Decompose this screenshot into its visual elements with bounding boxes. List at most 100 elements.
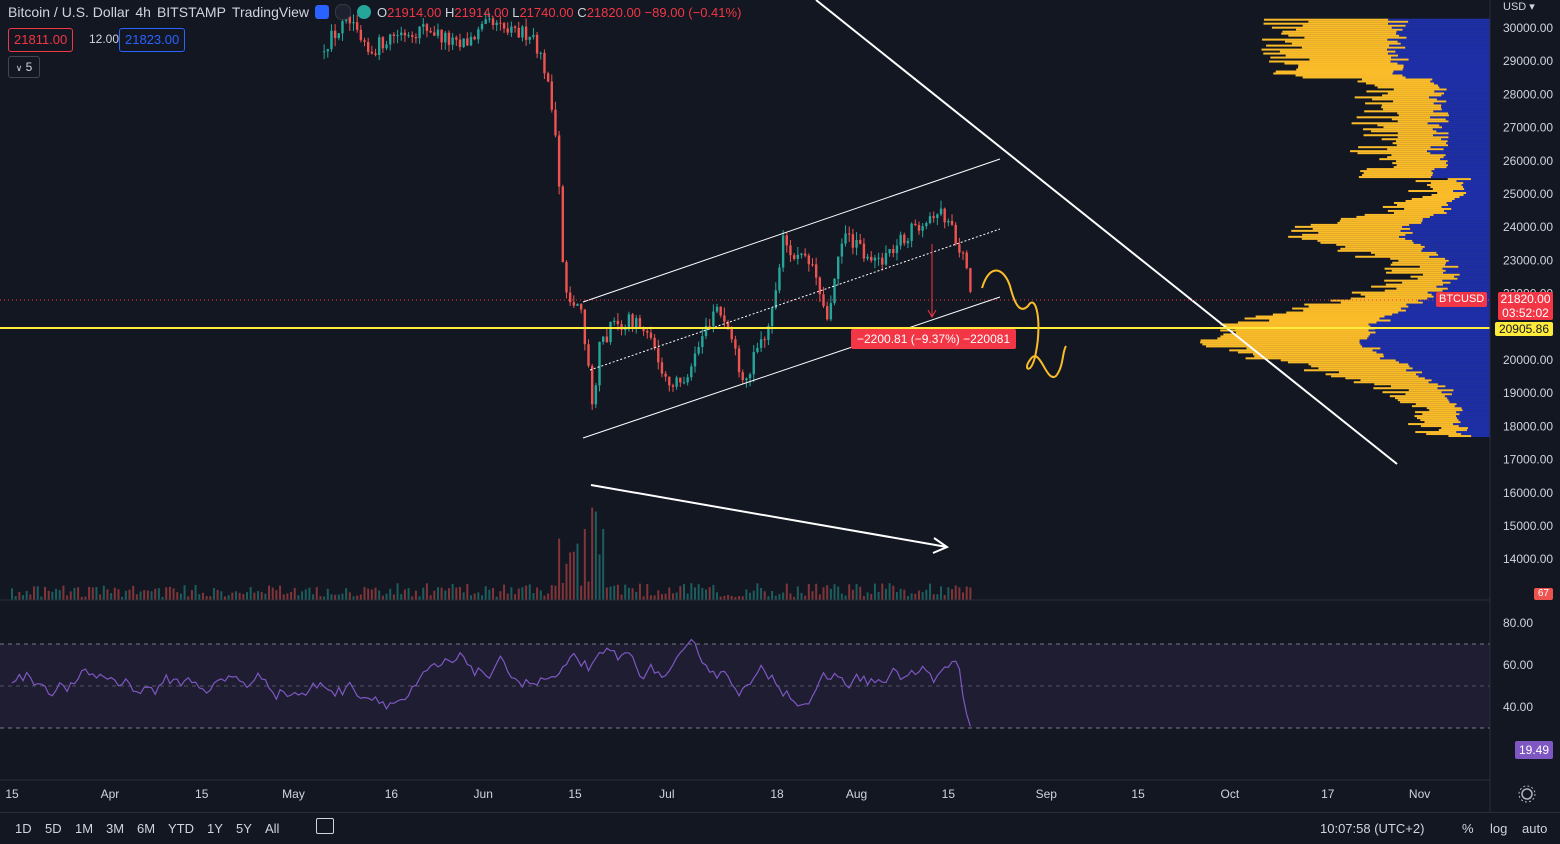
volume-bar — [22, 595, 25, 600]
volume-profile-row — [1301, 46, 1406, 49]
volume-profile-row — [1387, 92, 1444, 95]
range-3m-button[interactable]: 3M — [106, 821, 125, 836]
range-5y-button[interactable]: 5Y — [236, 821, 252, 836]
volume-bar — [47, 590, 50, 600]
volume-profile-row — [1205, 345, 1363, 348]
price-tick-label: 28000.00 — [1503, 87, 1553, 101]
volume-profile-row — [1443, 271, 1490, 274]
candle-body — [888, 249, 891, 254]
candle-body — [385, 44, 388, 49]
candle-body — [697, 347, 700, 354]
symbol-name[interactable]: Bitcoin / U.S. Dollar — [8, 4, 130, 20]
volume-profile-row — [1410, 275, 1455, 278]
flag-icon[interactable] — [314, 5, 329, 19]
range-1m-button[interactable]: 1M — [75, 821, 94, 836]
volume-bar — [862, 595, 865, 600]
volume-profile-row — [1405, 199, 1452, 202]
volume-profile-row — [1429, 116, 1490, 119]
interval-label[interactable]: 4h — [135, 4, 151, 20]
candle-body — [535, 34, 539, 54]
volume-profile-row — [1365, 102, 1434, 105]
volume-bar — [135, 594, 138, 600]
candle-body — [370, 51, 374, 54]
volume-profile-row — [1363, 134, 1434, 137]
candle-body — [881, 257, 884, 265]
volume-profile-row — [1436, 285, 1490, 288]
volume-bar — [719, 596, 722, 600]
volume-profile-row — [1453, 389, 1490, 392]
channel-upper-line[interactable] — [582, 158, 1001, 303]
price-tick-label: 16000.00 — [1503, 486, 1553, 500]
volume-profile-row — [1363, 172, 1434, 175]
volume-profile-row — [1396, 140, 1448, 143]
volume-bar — [727, 594, 730, 600]
volume-profile-row — [1356, 215, 1430, 218]
price-tick-label: 30000.00 — [1503, 21, 1553, 35]
volume-bar — [822, 587, 825, 600]
volume-profile-row — [1390, 263, 1446, 266]
volume-profile-row — [1440, 158, 1490, 161]
range-6m-button[interactable]: 6M — [137, 821, 156, 836]
volume-profile-row — [1446, 201, 1490, 204]
currency-selector[interactable]: USD ▾ — [1503, 0, 1535, 13]
auto-scale-button[interactable]: auto — [1522, 821, 1548, 836]
sell-button[interactable]: 21811.00 — [8, 28, 74, 52]
downtrend-line[interactable] — [815, 0, 1398, 465]
volume-bar — [323, 596, 326, 600]
volume-profile-row — [1431, 194, 1464, 196]
projected-path-scribble[interactable] — [981, 269, 1067, 379]
candle-body — [649, 332, 653, 338]
volume-profile-row — [1386, 271, 1444, 274]
market-status-icon[interactable] — [356, 5, 371, 19]
volume-profile-row — [1405, 233, 1490, 236]
volume-bar — [356, 595, 359, 600]
volume-divergence-arrow[interactable] — [590, 484, 948, 548]
volume-profile-row — [1393, 100, 1447, 103]
volume-profile-row — [1269, 319, 1391, 322]
candle-body — [381, 37, 385, 49]
volume-profile-row — [1380, 357, 1490, 360]
range-1d-button[interactable]: 1D — [15, 821, 32, 836]
volume-profile-row — [1403, 66, 1490, 69]
volume-profile-row — [1308, 20, 1409, 23]
log-scale-button[interactable]: log — [1490, 821, 1508, 836]
volume-profile-row — [1351, 291, 1428, 294]
range-5d-button[interactable]: 5D — [45, 821, 62, 836]
channel-lower-line[interactable] — [582, 296, 1001, 439]
buy-button[interactable]: 21823.00 — [119, 28, 186, 52]
percent-scale-button[interactable]: % — [1462, 821, 1474, 836]
candle-body — [473, 36, 476, 40]
volume-bar — [804, 595, 807, 600]
range-1y-button[interactable]: 1Y — [207, 821, 223, 836]
volume-tag: 67 — [1533, 588, 1553, 600]
volume-bar — [319, 596, 322, 600]
indicators-collapse-button[interactable]: ∨ 5 — [8, 56, 40, 78]
range-all-button[interactable]: All — [265, 821, 280, 836]
volume-profile-row — [1430, 182, 1464, 185]
candle-body — [763, 339, 766, 341]
volume-profile-row — [1340, 247, 1423, 250]
volume-bar — [458, 586, 461, 600]
volume-profile-row — [1388, 18, 1490, 21]
volume-bar — [884, 588, 887, 600]
candle-body — [642, 327, 645, 332]
date-range-calendar-icon[interactable] — [316, 818, 334, 834]
volume-profile-row — [1387, 48, 1490, 51]
volume-profile-row — [1429, 255, 1490, 258]
volume-profile-row — [1302, 233, 1406, 236]
eye-icon[interactable] — [334, 4, 351, 20]
price-tick-label: 26000.00 — [1503, 154, 1553, 168]
settings-gear-icon[interactable] — [1518, 785, 1536, 803]
range-ytd-button[interactable]: YTD — [168, 821, 194, 836]
candle-body — [451, 37, 454, 45]
volume-profile-row — [1400, 42, 1490, 45]
volume-bar — [190, 590, 193, 600]
volume-profile-row — [1383, 353, 1490, 356]
candle-body — [590, 365, 594, 405]
volume-bar — [635, 591, 638, 600]
volume-bar — [117, 589, 120, 600]
candle-body — [502, 23, 506, 29]
volume-profile-row — [1360, 293, 1432, 296]
timezone-clock[interactable]: 10:07:58 (UTC+2) — [1320, 821, 1425, 836]
